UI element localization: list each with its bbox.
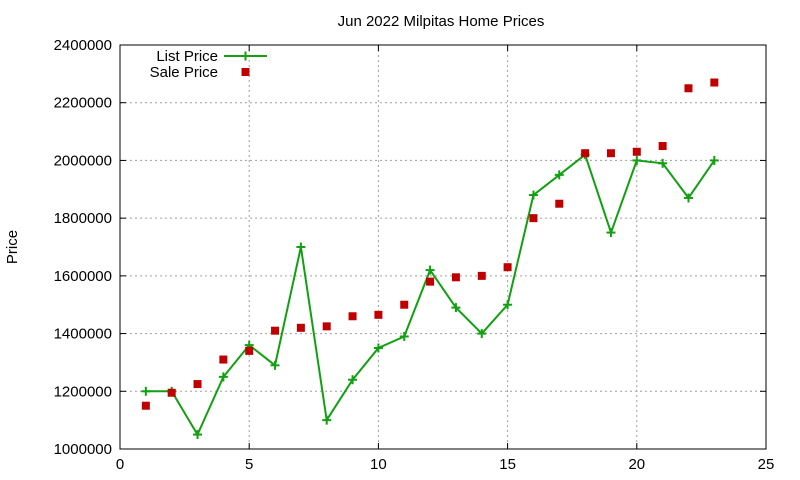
legend-entry-sale-price: Sale Price [150,64,250,81]
sale-price-point [296,323,305,332]
list-price-point [554,170,564,180]
y-tick-label: 1800000 [54,210,112,227]
list-price-point [270,360,280,370]
list-price-point [477,329,487,339]
sale-price-point [193,380,202,389]
list-price-point [348,375,358,385]
y-tick-label: 2200000 [54,95,112,112]
sale-price-point [503,263,512,272]
y-tick-label: 1200000 [54,383,112,400]
sale-price-point [400,300,409,309]
sale-price-point [426,277,435,286]
sale-price-point [606,149,615,158]
sale-price-point [141,401,150,410]
legend-entry-list-price: List Price [156,48,267,65]
sale-price-point [219,355,228,364]
list-price-point [683,193,693,203]
x-tick-label: 5 [245,456,253,473]
plot-frame [119,44,767,450]
list-price-point [709,155,719,165]
grid-layer [120,45,766,449]
sale-price-point [245,346,254,355]
list-price-point [322,415,332,425]
sale-price-point [348,312,357,321]
x-tick-label: 0 [116,456,124,473]
sale-price-point [581,149,590,158]
series-layer [141,78,719,440]
y-tick-label: 2400000 [54,37,112,54]
axes-layer: 0 5 10 15 20 25 1000000 1200000 1400000 1600000 18… [54,37,775,473]
sale-price-point [658,142,667,150]
list-price-point [658,158,668,168]
sale-price-point [167,388,176,397]
list-price-point [632,155,642,165]
sale-price-point [555,199,564,208]
list-price-point [399,331,409,341]
list-price-point [425,265,435,275]
x-tick-label: 10 [370,456,387,473]
list-price-point [218,372,228,382]
sale-price-point [684,84,693,93]
y-tick-label: 1000000 [54,441,112,458]
y-tick-label: 2000000 [54,152,112,169]
legend-label: List Price [156,48,218,65]
list-price-point [528,190,538,200]
x-tick-label: 25 [758,456,775,473]
sale-price-point [374,310,383,319]
x-tick-label: 15 [499,456,516,473]
sale-price-point [271,326,280,335]
list-price-point [451,303,461,313]
list-price-point [141,386,151,396]
y-axis-label: Price [4,230,21,264]
legend-label: Sale Price [150,64,218,81]
sale-price-point [477,271,486,280]
y-tick-label: 1600000 [54,268,112,285]
sale-price-point [710,78,719,87]
sale-price-point [322,322,331,331]
legend-square-swatch [241,68,250,76]
x-tick-label: 20 [628,456,645,473]
list-price-point [606,228,616,238]
list-price-point [193,430,203,440]
series-sale-price [141,78,719,410]
sale-price-point [529,214,538,223]
list-price-point [296,242,306,252]
list-price-point [503,300,513,310]
chart-title: Jun 2022 Milpitas Home Prices [338,13,545,30]
sale-price-point [451,273,460,282]
y-tick-label: 1400000 [54,326,112,343]
sale-price-point [632,147,641,156]
list-price-point [373,343,383,353]
